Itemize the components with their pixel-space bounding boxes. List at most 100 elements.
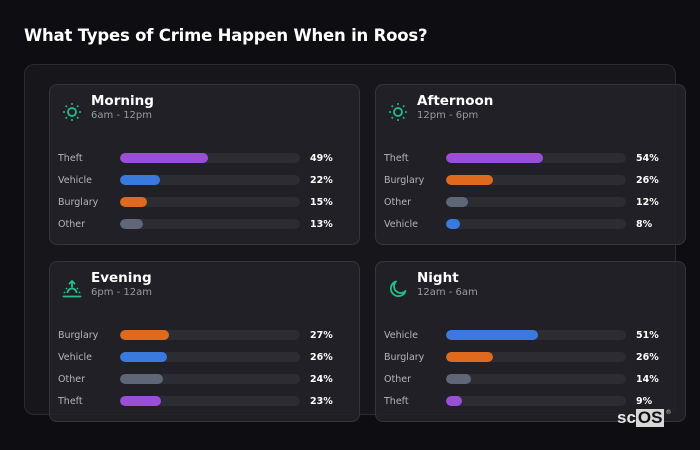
card-night: Night 12am - 6am Vehicle 51% Burglary 26% Ot… — [375, 261, 686, 422]
bar-label: Other — [58, 218, 85, 230]
bar-row: Vehicle 8% — [384, 213, 674, 235]
logo-text-sc: sc — [617, 408, 636, 427]
bar-track — [446, 396, 626, 406]
bar-fill — [120, 330, 169, 340]
bar-label: Theft — [384, 152, 409, 164]
bar-label: Theft — [58, 152, 83, 164]
bar-label: Theft — [58, 395, 83, 407]
card-time-range: 6pm - 12am — [91, 287, 153, 298]
bar-rows: Theft 54% Burglary 26% Other 12% Vehicle 8% — [384, 147, 674, 235]
card-title: Evening — [91, 270, 152, 286]
bar-fill — [120, 219, 144, 229]
bar-track — [120, 219, 300, 229]
bar-fill — [446, 175, 493, 185]
bar-row: Burglary 26% — [384, 169, 674, 191]
bar-value: 8% — [636, 218, 653, 230]
bar-track — [446, 219, 626, 229]
bar-track — [120, 197, 300, 207]
bar-value: 49% — [310, 152, 333, 164]
page-title: What Types of Crime Happen When in Roos? — [24, 26, 428, 45]
bar-row: Burglary 15% — [58, 191, 348, 213]
bar-label: Burglary — [384, 351, 425, 363]
bar-track — [120, 175, 300, 185]
bar-label: Vehicle — [58, 174, 92, 186]
bar-value: 13% — [310, 218, 333, 230]
card-time-range: 12pm - 6pm — [417, 110, 479, 121]
bar-fill — [446, 219, 461, 229]
bar-label: Burglary — [384, 174, 425, 186]
sunset-icon — [62, 279, 82, 297]
card-afternoon: Afternoon 12pm - 6pm Theft 54% Burglary 26%… — [375, 84, 686, 245]
card-title: Night — [417, 270, 459, 286]
bar-fill — [446, 153, 544, 163]
card-evening: Evening 6pm - 12am Burglary 27% Vehicle 26%… — [49, 261, 360, 422]
bar-value: 14% — [636, 373, 659, 385]
bar-track — [120, 352, 300, 362]
bar-fill — [446, 374, 472, 384]
bar-track — [446, 374, 626, 384]
bar-value: 27% — [310, 329, 333, 341]
bar-value: 51% — [636, 329, 659, 341]
bar-value: 26% — [636, 174, 659, 186]
scos-logo: sc OS ® — [617, 409, 671, 427]
bar-fill — [446, 330, 538, 340]
bar-label: Theft — [384, 395, 409, 407]
bar-row: Burglary 26% — [384, 346, 674, 368]
bar-row: Other 13% — [58, 213, 348, 235]
bar-value: 23% — [310, 395, 333, 407]
bar-value: 22% — [310, 174, 333, 186]
card-morning: Morning 6am - 12pm Theft 49% Vehicle 22% Bur… — [49, 84, 360, 245]
bar-fill — [120, 396, 162, 406]
logo-text-os: OS — [635, 408, 665, 427]
bar-track — [120, 396, 300, 406]
bar-row: Other 12% — [384, 191, 674, 213]
bar-label: Burglary — [58, 196, 99, 208]
bar-fill — [120, 197, 147, 207]
bar-label: Other — [384, 373, 411, 385]
bar-row: Other 24% — [58, 368, 348, 390]
bar-value: 12% — [636, 196, 659, 208]
bar-track — [120, 330, 300, 340]
bar-value: 15% — [310, 196, 333, 208]
bar-row: Burglary 27% — [58, 324, 348, 346]
bar-fill — [446, 396, 463, 406]
bar-label: Burglary — [58, 329, 99, 341]
bar-value: 9% — [636, 395, 653, 407]
card-title: Morning — [91, 93, 154, 109]
bar-track — [120, 153, 300, 163]
bar-row: Other 14% — [384, 368, 674, 390]
bar-value: 26% — [636, 351, 659, 363]
sun-icon — [63, 102, 81, 121]
bar-rows: Vehicle 51% Burglary 26% Other 14% Theft 9% — [384, 324, 674, 412]
bar-row: Theft 23% — [58, 390, 348, 412]
card-time-range: 6am - 12pm — [91, 110, 153, 121]
bar-track — [446, 153, 626, 163]
bar-track — [120, 374, 300, 384]
bar-fill — [446, 352, 493, 362]
bar-row: Vehicle 51% — [384, 324, 674, 346]
bar-label: Vehicle — [58, 351, 92, 363]
bar-track — [446, 197, 626, 207]
bar-label: Other — [58, 373, 85, 385]
bar-fill — [120, 352, 167, 362]
bar-track — [446, 352, 626, 362]
bar-row: Theft 9% — [384, 390, 674, 412]
bar-fill — [120, 175, 160, 185]
bar-fill — [446, 197, 468, 207]
bar-rows: Theft 49% Vehicle 22% Burglary 15% Other 13% — [58, 147, 348, 235]
bar-track — [446, 330, 626, 340]
sun-icon — [389, 102, 407, 121]
bar-value: 54% — [636, 152, 659, 164]
bar-label: Other — [384, 196, 411, 208]
bar-row: Theft 49% — [58, 147, 348, 169]
card-title: Afternoon — [417, 93, 494, 109]
bar-track — [446, 175, 626, 185]
moon-icon — [390, 280, 407, 297]
bar-row: Vehicle 26% — [58, 346, 348, 368]
bar-fill — [120, 374, 164, 384]
bar-fill — [120, 153, 209, 163]
card-time-range: 12am - 6am — [417, 287, 478, 298]
bar-value: 26% — [310, 351, 333, 363]
bar-label: Vehicle — [384, 329, 418, 341]
bar-value: 24% — [310, 373, 333, 385]
